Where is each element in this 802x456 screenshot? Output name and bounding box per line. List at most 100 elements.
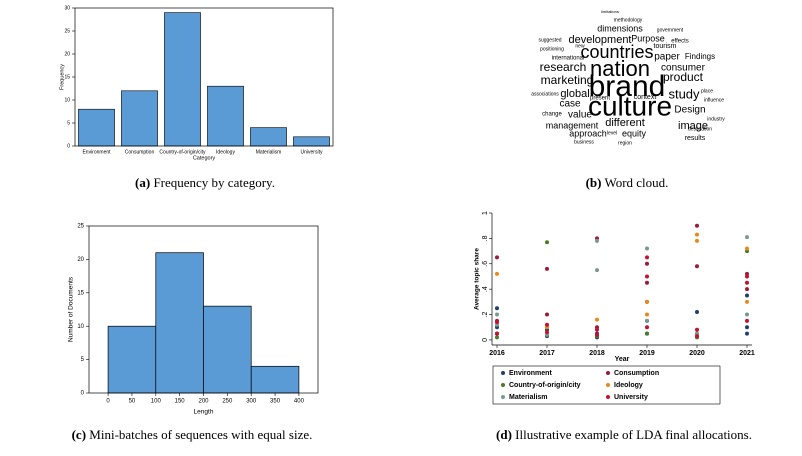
point — [495, 335, 499, 340]
x-tick-label: 2016 — [489, 350, 505, 357]
y-tick-label: .8 — [482, 235, 489, 241]
caption: (b) Word cloud. — [586, 175, 669, 190]
x-tick-label: 50 — [129, 399, 136, 405]
word: industry — [707, 116, 725, 122]
caption-text: Mini-batches of sequences with equal siz… — [89, 427, 312, 442]
x-tick-label: 2019 — [639, 350, 655, 357]
x-tick-label: 350 — [270, 399, 281, 405]
y-tick-label: 0 — [67, 143, 70, 149]
word: marketing — [541, 73, 594, 87]
point — [695, 327, 699, 332]
bar — [121, 90, 158, 147]
legend-label: University — [614, 394, 648, 401]
word: international — [552, 56, 585, 62]
word: region — [618, 140, 632, 146]
word: consumer — [661, 63, 706, 74]
x-tick-label: Consumption — [125, 149, 155, 155]
point — [595, 327, 599, 332]
word: case — [559, 99, 581, 110]
x-tick-label: University — [301, 149, 323, 155]
point — [545, 330, 549, 335]
word: tourism — [654, 43, 677, 50]
bar — [164, 12, 201, 147]
legend-marker — [606, 395, 610, 399]
point — [595, 238, 599, 243]
x-tick-label: Materialism — [256, 149, 282, 155]
x-tick-label: 2017 — [539, 350, 555, 357]
word: present — [590, 96, 610, 102]
x-axis-label: Year — [615, 356, 630, 363]
word: Purpose — [631, 33, 665, 43]
point — [695, 334, 699, 339]
word: product — [663, 70, 704, 84]
x-tick-label: 0 — [106, 399, 110, 405]
point — [745, 280, 749, 285]
point — [745, 287, 749, 292]
x-tick-label: 100 — [151, 399, 162, 405]
point — [545, 312, 549, 317]
legend-marker — [606, 383, 610, 387]
y-tick-label: 0 — [482, 338, 489, 342]
word: management — [546, 120, 599, 130]
point — [495, 306, 499, 311]
word: change — [542, 112, 562, 118]
word: effects — [671, 39, 689, 45]
word: results — [685, 135, 706, 142]
caption: (a) Frequency by category. — [135, 175, 275, 190]
point — [695, 310, 699, 314]
word: limitations — [601, 9, 619, 14]
word: suggested — [538, 37, 561, 43]
y-tick-label: 25 — [77, 224, 84, 230]
y-tick-label: 10 — [64, 97, 70, 103]
bar — [250, 365, 300, 394]
y-tick-label: 20 — [77, 257, 84, 263]
point — [745, 299, 749, 304]
point — [495, 312, 499, 317]
word: nation — [590, 56, 650, 81]
point — [545, 266, 549, 271]
word: new — [575, 43, 585, 49]
point — [645, 255, 649, 260]
legend-label: Environment — [509, 370, 552, 377]
point — [495, 320, 499, 325]
x-tick-label: 2021 — [739, 350, 755, 357]
point — [745, 312, 749, 317]
word: context — [634, 94, 657, 101]
caption-text: Frequency by category. — [153, 175, 275, 190]
point — [745, 331, 749, 336]
point — [745, 274, 749, 279]
word: image — [678, 120, 708, 132]
y-tick-label: 1 — [482, 211, 489, 215]
x-axis-label: Category — [193, 155, 216, 161]
bar — [78, 108, 115, 147]
word: study — [668, 86, 700, 101]
point — [645, 331, 649, 336]
plot-frame — [74, 7, 334, 147]
point — [595, 332, 599, 337]
word: business — [574, 139, 594, 145]
x-tick-label: Country-of-origin/city — [159, 149, 206, 155]
word: positioning — [540, 46, 564, 52]
word: countries — [580, 42, 653, 62]
bar — [293, 136, 330, 147]
y-tick-label: 25 — [64, 28, 70, 34]
word: global — [560, 88, 589, 100]
word: brand — [589, 70, 666, 103]
y-tick-label: 0 — [81, 391, 85, 397]
caption-label: (d) — [496, 427, 512, 442]
word: equity — [622, 128, 647, 138]
point — [645, 312, 649, 317]
bar — [155, 252, 204, 394]
x-tick-label: 150 — [175, 399, 186, 405]
x-tick-label: 400 — [294, 399, 305, 405]
point — [545, 240, 549, 245]
y-tick-label: 10 — [77, 324, 84, 330]
word: dimensions — [597, 23, 643, 33]
word: culture — [588, 90, 672, 121]
x-tick-label: 200 — [198, 399, 209, 405]
y-tick-label: .2 — [482, 312, 489, 318]
legend-marker — [501, 371, 505, 375]
bar — [203, 305, 252, 394]
word: development — [569, 34, 632, 46]
word: research — [540, 60, 587, 74]
